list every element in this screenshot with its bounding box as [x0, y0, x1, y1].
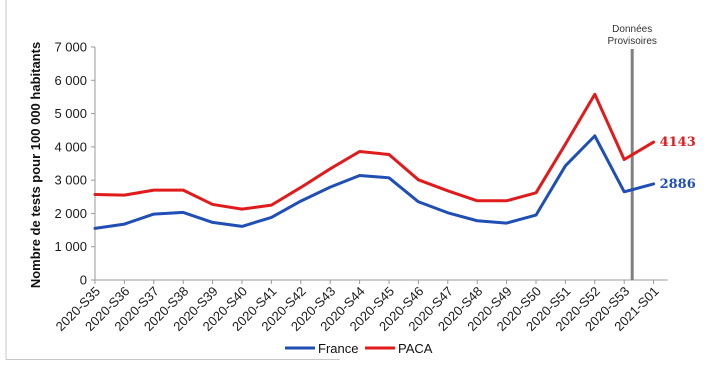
y-tick-label: 7 000	[54, 40, 87, 55]
y-tick-label: 3 000	[54, 173, 87, 188]
series-layer	[93, 92, 656, 230]
y-tick-label: 1 000	[54, 239, 87, 254]
series-line-france	[93, 134, 656, 230]
y-tick-label: 0	[80, 273, 87, 288]
end-label-paca: 4143	[660, 135, 696, 150]
legend: France PACA	[285, 341, 433, 356]
series-line-paca	[93, 92, 656, 211]
x-axis: 2020-S352020-S362020-S372020-S382020-S39…	[53, 279, 668, 334]
y-axis: 0 1 000 2 000 3 000 4 000 5 000 6 000 7 000	[54, 40, 96, 288]
end-label-france: 2886	[660, 177, 696, 192]
legend-label-france: France	[318, 341, 358, 356]
y-tick-label: 5 000	[54, 106, 87, 121]
y-tick-label: 6 000	[54, 73, 87, 88]
end-labels: 4143 2886	[660, 135, 696, 192]
y-axis-title: Nombre de tests pour 100 000 habitants	[28, 42, 43, 288]
chart-frame	[5, 0, 340, 360]
legend-label-paca: PACA	[398, 341, 433, 356]
y-tick-label: 4 000	[54, 139, 87, 154]
provisional-label-line2: Provisoires	[607, 36, 656, 47]
provisional-label-line1: Données	[612, 24, 652, 35]
provisional-data-annotation: Données Provisoires	[607, 24, 657, 280]
y-tick-label: 2 000	[54, 206, 87, 221]
